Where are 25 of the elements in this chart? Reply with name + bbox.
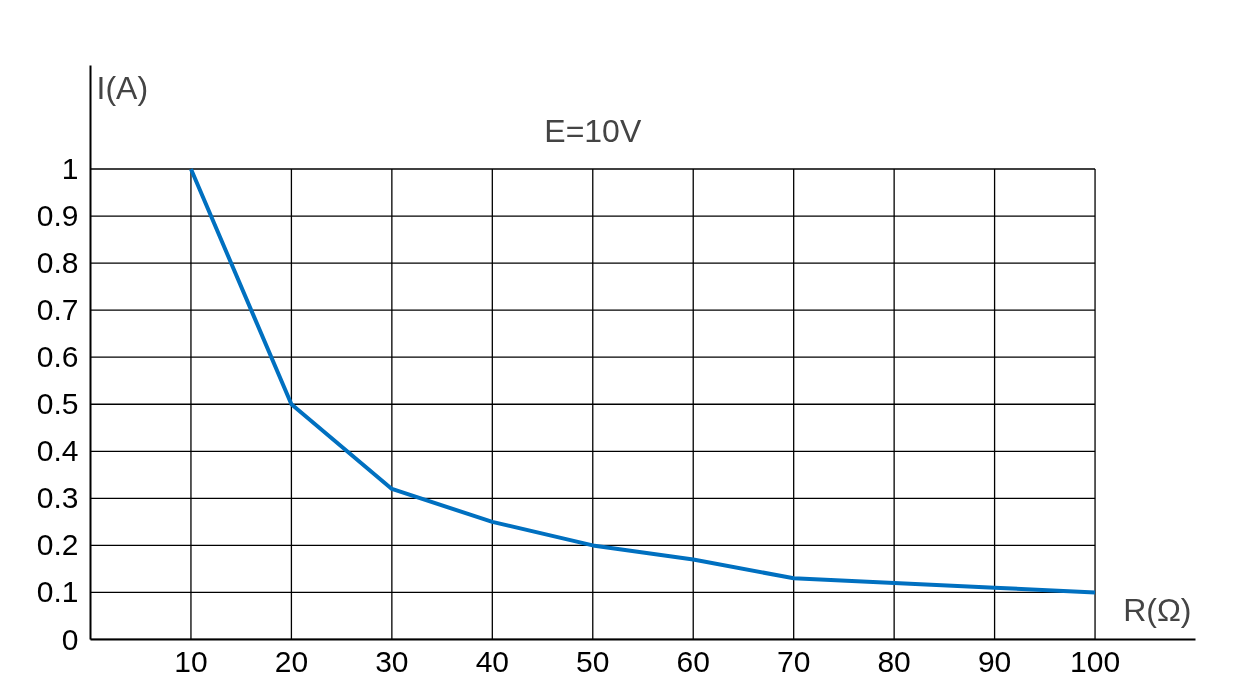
y-tick-label: 0 [61,622,79,656]
y-tick-label: 0.8 [36,246,79,280]
y-axis-title: I(A) [96,69,149,106]
x-tick-label: 90 [977,644,1012,678]
y-tick-label: 0.5 [36,387,79,421]
y-tick-label: 0.3 [36,481,79,515]
x-tick-label: 80 [877,644,911,678]
x-tick-label: 70 [777,644,811,678]
y-tick-label: 1 [61,152,79,186]
x-axis-title: R(Ω) [1123,591,1192,628]
text: E=10V [544,113,642,150]
x-tick-label: 10 [174,644,208,678]
y-tick-label: 0.7 [36,293,79,327]
y-tick-label: 0.4 [36,434,79,468]
x-tick-label: 100 [1070,644,1121,678]
y-tick-label: 0.1 [36,575,79,609]
x-tick-label: 30 [375,644,409,678]
x-tick-label: 60 [676,644,710,678]
x-tick-label: 40 [475,644,510,678]
y-tick-label: 0.2 [36,528,79,562]
x-tick-label: 20 [274,644,309,678]
y-tick-label: 0.6 [36,340,79,374]
x-tick-label: 50 [576,644,610,678]
line-series [188,167,1098,595]
y-tick-label: 0.9 [36,199,79,233]
